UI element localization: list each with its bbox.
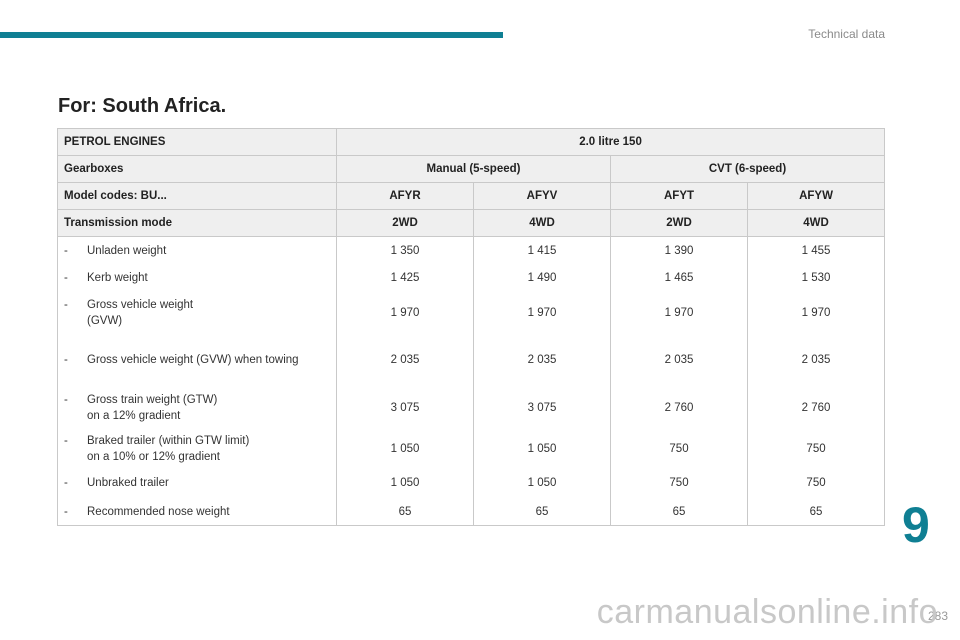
row-value: 65 bbox=[473, 498, 611, 526]
row-label-text: Recommended nose weight bbox=[87, 505, 230, 518]
transmission-mode: 4WD bbox=[473, 209, 611, 237]
row-value: 1 050 bbox=[473, 430, 611, 467]
table-row: - Recommended nose weight 65 65 65 65 bbox=[57, 498, 886, 526]
table-row: - Gross vehicle weight (GVW) when towing 2… bbox=[57, 335, 886, 385]
row-value: 1 350 bbox=[336, 236, 474, 265]
row-value: 1 425 bbox=[336, 265, 474, 291]
row-value: 2 760 bbox=[746, 385, 886, 430]
row-label: - Gross vehicle weight (GVW) bbox=[58, 297, 336, 329]
row-dash: - bbox=[64, 505, 68, 518]
section-title: Technical data bbox=[808, 27, 885, 41]
transmission-mode: 2WD bbox=[336, 209, 474, 237]
row-value: 3 075 bbox=[336, 385, 474, 430]
row-label-cell: - Braked trailer (within GTW limit) on a … bbox=[57, 430, 337, 467]
gearbox-manual: Manual (5-speed) bbox=[336, 155, 611, 183]
watermark: carmanualsonline.info bbox=[596, 593, 938, 631]
row-label-text: Gross vehicle weight (GVW) when towing bbox=[87, 354, 299, 366]
row-label-cell: - Unladen weight bbox=[57, 236, 337, 265]
row-label-cell: - Unbraked trailer bbox=[57, 467, 337, 498]
row-value: 750 bbox=[610, 430, 748, 467]
technical-data-table: PETROL ENGINES 2.0 litre 150 Gearboxes M… bbox=[57, 128, 886, 526]
transmission-mode-label: Transmission mode bbox=[57, 209, 337, 237]
transmission-mode-row: Transmission mode 2WD 4WD 2WD 4WD bbox=[57, 209, 886, 237]
row-label-cell: - Gross vehicle weight (GVW) when towing bbox=[57, 335, 337, 385]
transmission-mode: 2WD bbox=[610, 209, 748, 237]
row-label-cell: - Recommended nose weight bbox=[57, 498, 337, 526]
row-value: 1 455 bbox=[746, 236, 886, 265]
model-codes-label: Model codes: BU... bbox=[57, 182, 337, 210]
row-value: 1 530 bbox=[746, 265, 886, 291]
row-value: 750 bbox=[746, 467, 886, 498]
row-label: - Unladen weight bbox=[58, 243, 336, 259]
row-value: 750 bbox=[610, 467, 748, 498]
row-value: 750 bbox=[746, 430, 886, 467]
engine-header-row: PETROL ENGINES 2.0 litre 150 bbox=[57, 128, 886, 156]
table-row: - Gross train weight (GTW) on a 12% gradi… bbox=[57, 385, 886, 430]
row-dash: - bbox=[64, 272, 68, 284]
row-label-cell: - Kerb weight bbox=[57, 265, 337, 291]
row-value: 1 050 bbox=[473, 467, 611, 498]
row-value: 3 075 bbox=[473, 385, 611, 430]
row-value: 2 035 bbox=[473, 335, 611, 385]
row-value: 1 490 bbox=[473, 265, 611, 291]
row-value: 1 970 bbox=[473, 291, 611, 335]
row-label-text: Unladen weight bbox=[87, 245, 167, 257]
row-value: 1 050 bbox=[336, 467, 474, 498]
table-row: - Braked trailer (within GTW limit) on a … bbox=[57, 430, 886, 467]
row-label: - Kerb weight bbox=[58, 270, 336, 286]
gearbox-cvt: CVT (6-speed) bbox=[609, 155, 886, 183]
row-value: 2 035 bbox=[746, 335, 886, 385]
row-value: 2 035 bbox=[610, 335, 748, 385]
row-value: 1 970 bbox=[746, 291, 886, 335]
row-label-cell: - Gross vehicle weight (GVW) bbox=[57, 291, 337, 335]
row-label-text: Kerb weight bbox=[87, 272, 148, 284]
header-accent-bar bbox=[0, 32, 503, 38]
model-code: AFYW bbox=[746, 182, 886, 210]
row-value: 1 415 bbox=[473, 236, 611, 265]
gearbox-label: Gearboxes bbox=[57, 155, 337, 183]
row-dash: - bbox=[64, 354, 68, 366]
gearbox-header-row: Gearboxes Manual (5-speed) CVT (6-speed) bbox=[57, 155, 886, 183]
row-label-cell: - Gross train weight (GTW) on a 12% gradi… bbox=[57, 385, 337, 430]
row-value: 1 050 bbox=[336, 430, 474, 467]
table-row: - Gross vehicle weight (GVW) 1 970 1 970 1 9… bbox=[57, 291, 886, 335]
row-value: 2 760 bbox=[610, 385, 748, 430]
engine-value: 2.0 litre 150 bbox=[335, 128, 886, 156]
table-row: - Unbraked trailer 1 050 1 050 750 750 bbox=[57, 467, 886, 498]
row-dash: - bbox=[64, 393, 68, 406]
row-label-text: Gross vehicle weight (GVW) bbox=[87, 299, 194, 327]
page-number: 283 bbox=[927, 609, 948, 623]
model-code: AFYV bbox=[473, 182, 611, 210]
row-dash: - bbox=[64, 476, 68, 489]
row-dash: - bbox=[64, 434, 68, 447]
row-label-text: Unbraked trailer bbox=[87, 476, 169, 489]
model-codes-row: Model codes: BU... AFYR AFYV AFYT AFYW bbox=[57, 182, 886, 210]
row-label-text: Braked trailer (within GTW limit) on a 1… bbox=[87, 434, 250, 463]
row-label: - Recommended nose weight bbox=[58, 504, 336, 520]
row-label: - Unbraked trailer bbox=[58, 475, 336, 491]
chapter-number: 9 bbox=[902, 497, 930, 553]
model-code: AFYR bbox=[336, 182, 474, 210]
page-heading: For: South Africa. bbox=[58, 95, 227, 117]
transmission-mode: 4WD bbox=[746, 209, 886, 237]
row-value: 1 390 bbox=[610, 236, 748, 265]
engine-label: PETROL ENGINES bbox=[57, 128, 337, 156]
row-dash: - bbox=[64, 245, 68, 257]
row-label: - Braked trailer (within GTW limit) on a … bbox=[58, 433, 336, 465]
table-row: - Kerb weight 1 425 1 490 1 465 1 530 bbox=[57, 265, 886, 291]
row-dash: - bbox=[64, 299, 68, 311]
row-value: 1 970 bbox=[610, 291, 748, 335]
row-label: - Gross vehicle weight (GVW) when towing bbox=[58, 352, 336, 368]
row-value: 65 bbox=[336, 498, 474, 526]
row-value: 1 970 bbox=[336, 291, 474, 335]
row-label: - Gross train weight (GTW) on a 12% gradi… bbox=[58, 392, 336, 424]
weight-rows: - Unladen weight 1 350 1 415 1 390 1 455 - Kerb… bbox=[57, 236, 886, 526]
row-value: 65 bbox=[746, 498, 886, 526]
row-label-text: Gross train weight (GTW) on a 12% gradie… bbox=[87, 393, 218, 422]
model-code: AFYT bbox=[610, 182, 748, 210]
table-row: - Unladen weight 1 350 1 415 1 390 1 455 bbox=[57, 236, 886, 265]
row-value: 1 465 bbox=[610, 265, 748, 291]
row-value: 2 035 bbox=[336, 335, 474, 385]
row-value: 65 bbox=[610, 498, 748, 526]
